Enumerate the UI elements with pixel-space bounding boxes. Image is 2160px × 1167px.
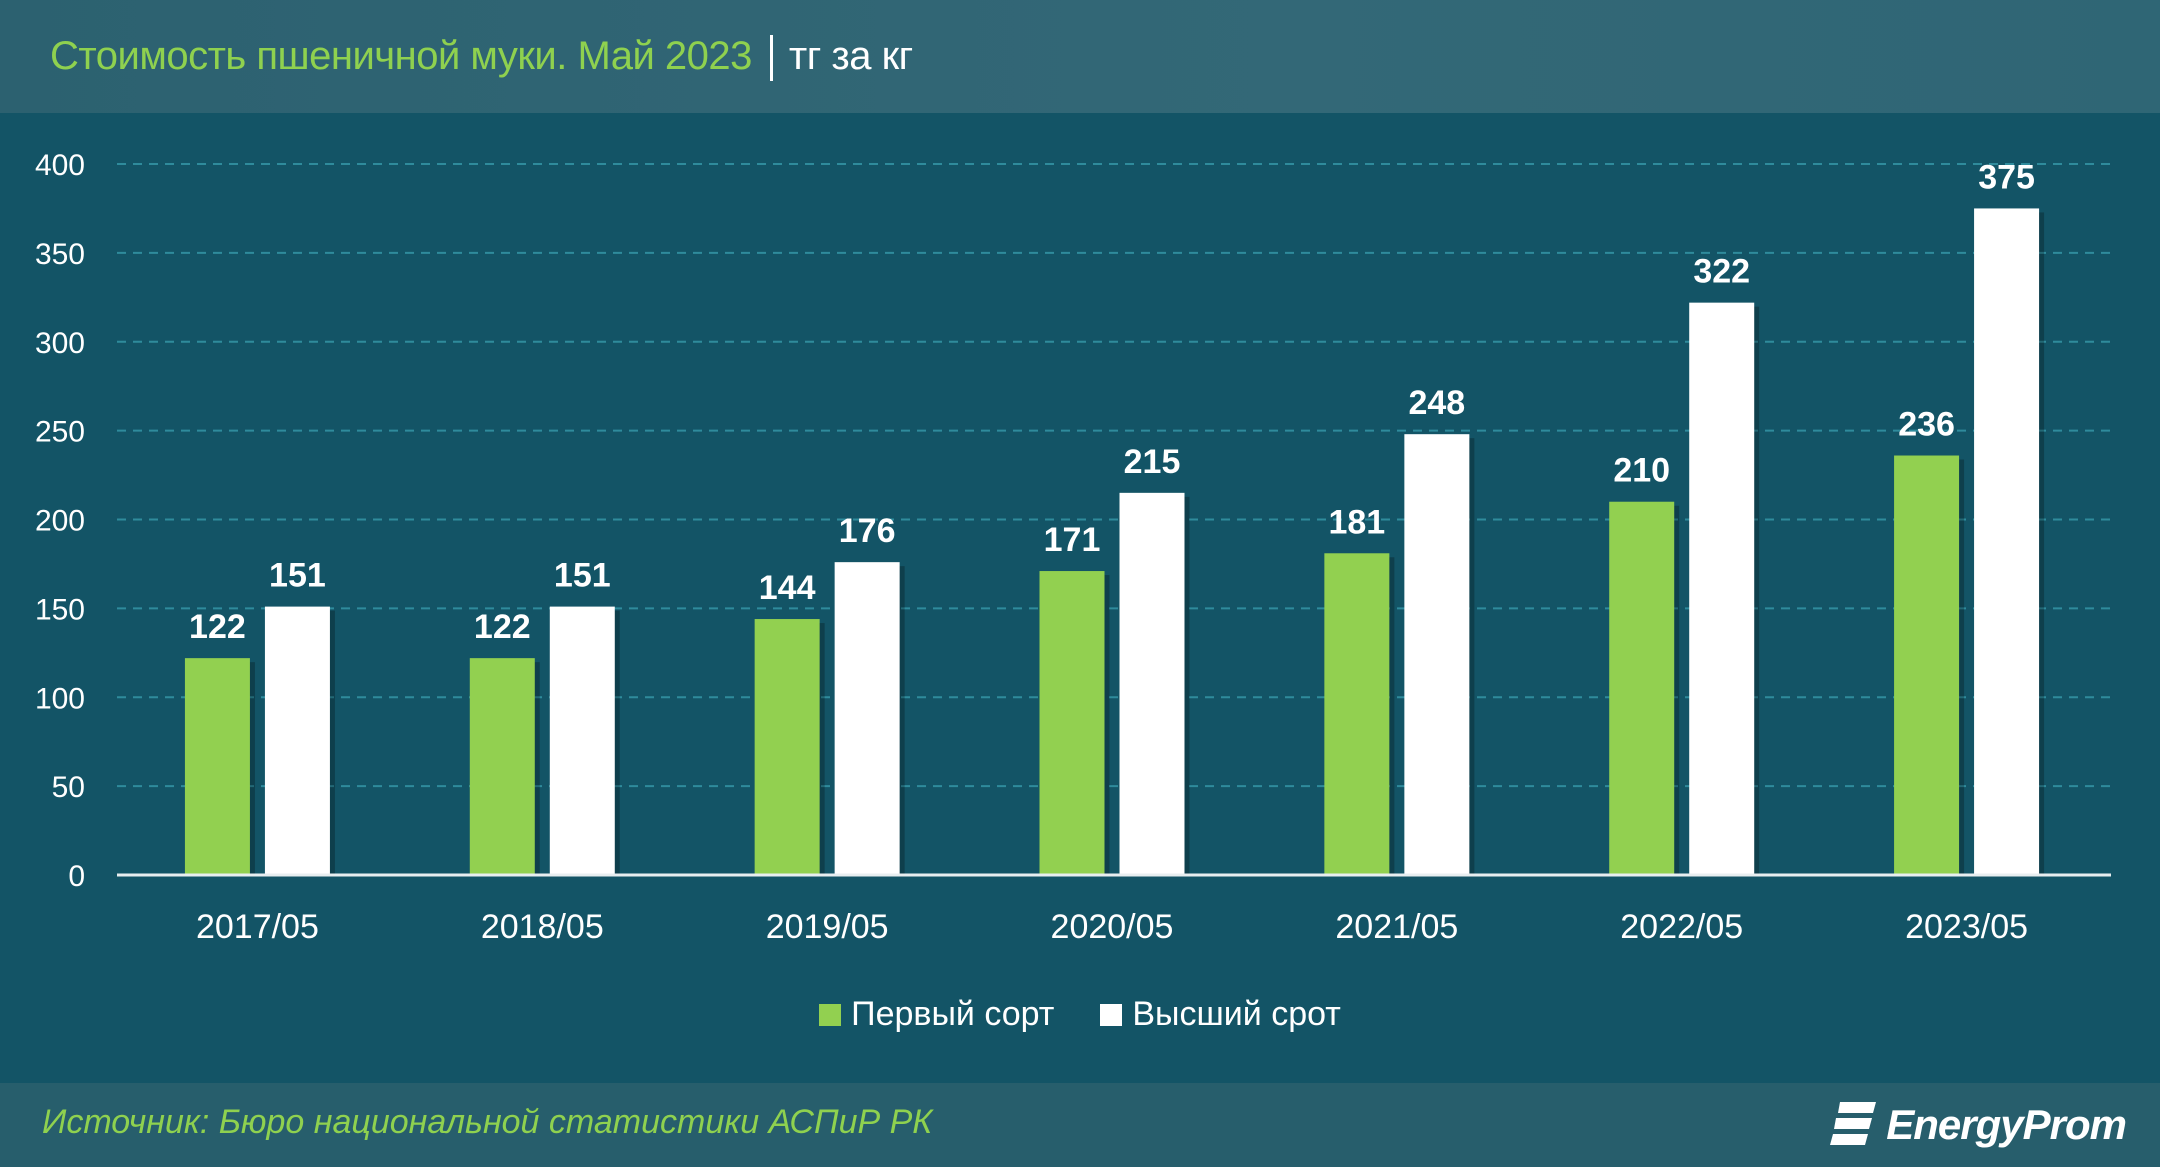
data-label: 122 — [189, 608, 246, 646]
legend-swatch-first-grade — [819, 1003, 842, 1026]
y-tick-label: 200 — [35, 505, 85, 538]
bar-highest-grade — [549, 606, 615, 875]
x-tick-label: 2020/05 — [1051, 908, 1174, 946]
y-tick-label: 150 — [35, 593, 85, 626]
y-tick-label: 50 — [52, 771, 85, 804]
bar-highest-grade — [1119, 492, 1185, 875]
data-label: 144 — [759, 569, 816, 607]
data-label: 176 — [839, 512, 896, 550]
data-label: 215 — [1124, 443, 1181, 481]
bar-first-grade — [184, 658, 250, 875]
bar-highest-grade — [1689, 302, 1755, 875]
title-unit: тг за кг — [788, 34, 913, 78]
legend-item-highest-grade: Высший срот — [1100, 995, 1341, 1034]
y-tick-label: 400 — [35, 149, 85, 182]
logo-text: EnergyProm — [1886, 1101, 2127, 1148]
x-tick-label: 2019/05 — [766, 908, 889, 946]
bar-first-grade — [1324, 553, 1390, 875]
legend-label: Высший срот — [1132, 995, 1341, 1033]
bar-highest-grade — [834, 562, 900, 875]
bar-highest-grade — [1404, 434, 1470, 875]
bar-first-grade — [1039, 571, 1105, 875]
x-tick-label: 2018/05 — [481, 908, 604, 946]
chart-title: Стоимость пшеничной муки. Май 2023 тг за … — [50, 34, 913, 82]
data-label: 322 — [1693, 253, 1750, 291]
bar-first-grade — [1609, 501, 1675, 875]
data-label: 375 — [1978, 158, 2035, 196]
logo-icon — [1830, 1102, 1877, 1145]
data-label: 248 — [1408, 384, 1465, 422]
title-bar: Стоимость пшеничной муки. Май 2023 тг за … — [0, 0, 2160, 113]
data-label: 210 — [1613, 452, 1670, 490]
source-note: Источник: Бюро национальной статистики А… — [42, 1103, 933, 1141]
bar-highest-grade — [264, 606, 330, 875]
data-label: 171 — [1044, 521, 1101, 559]
legend: Первый сорт Высший срот — [0, 995, 2160, 1034]
footer: Источник: Бюро национальной статистики А… — [0, 1083, 2160, 1167]
title-text: Стоимость пшеничной муки. Май 2023 — [50, 34, 752, 78]
data-label: 151 — [269, 557, 326, 595]
legend-label: Первый сорт — [851, 995, 1055, 1033]
y-tick-label: 100 — [35, 682, 85, 715]
data-label: 151 — [554, 557, 611, 595]
data-label: 236 — [1898, 406, 1955, 444]
y-tick-label: 350 — [35, 238, 85, 271]
title-separator — [769, 35, 773, 82]
bar-first-grade — [754, 619, 820, 875]
legend-swatch-highest-grade — [1100, 1003, 1123, 1026]
bar-chart: 0 50 100 150 200 250 300 350 400 122 151 2017/05 122… — [35, 149, 2111, 946]
data-label: 122 — [474, 608, 531, 646]
energyprom-logo: EnergyProm — [1830, 1097, 2127, 1153]
x-tick-label: 2017/05 — [196, 908, 319, 946]
bar-first-grade — [1894, 455, 1960, 875]
legend-item-first-grade: Первый сорт — [819, 995, 1054, 1034]
bar-first-grade — [469, 658, 535, 875]
data-label: 181 — [1328, 503, 1385, 541]
y-tick-label: 0 — [68, 860, 85, 893]
y-tick-label: 300 — [35, 327, 85, 360]
x-tick-label: 2023/05 — [1905, 908, 2028, 946]
x-tick-label: 2021/05 — [1335, 908, 1458, 946]
y-tick-label: 250 — [35, 416, 85, 449]
x-tick-label: 2022/05 — [1620, 908, 1743, 946]
bar-highest-grade — [1974, 208, 2040, 875]
